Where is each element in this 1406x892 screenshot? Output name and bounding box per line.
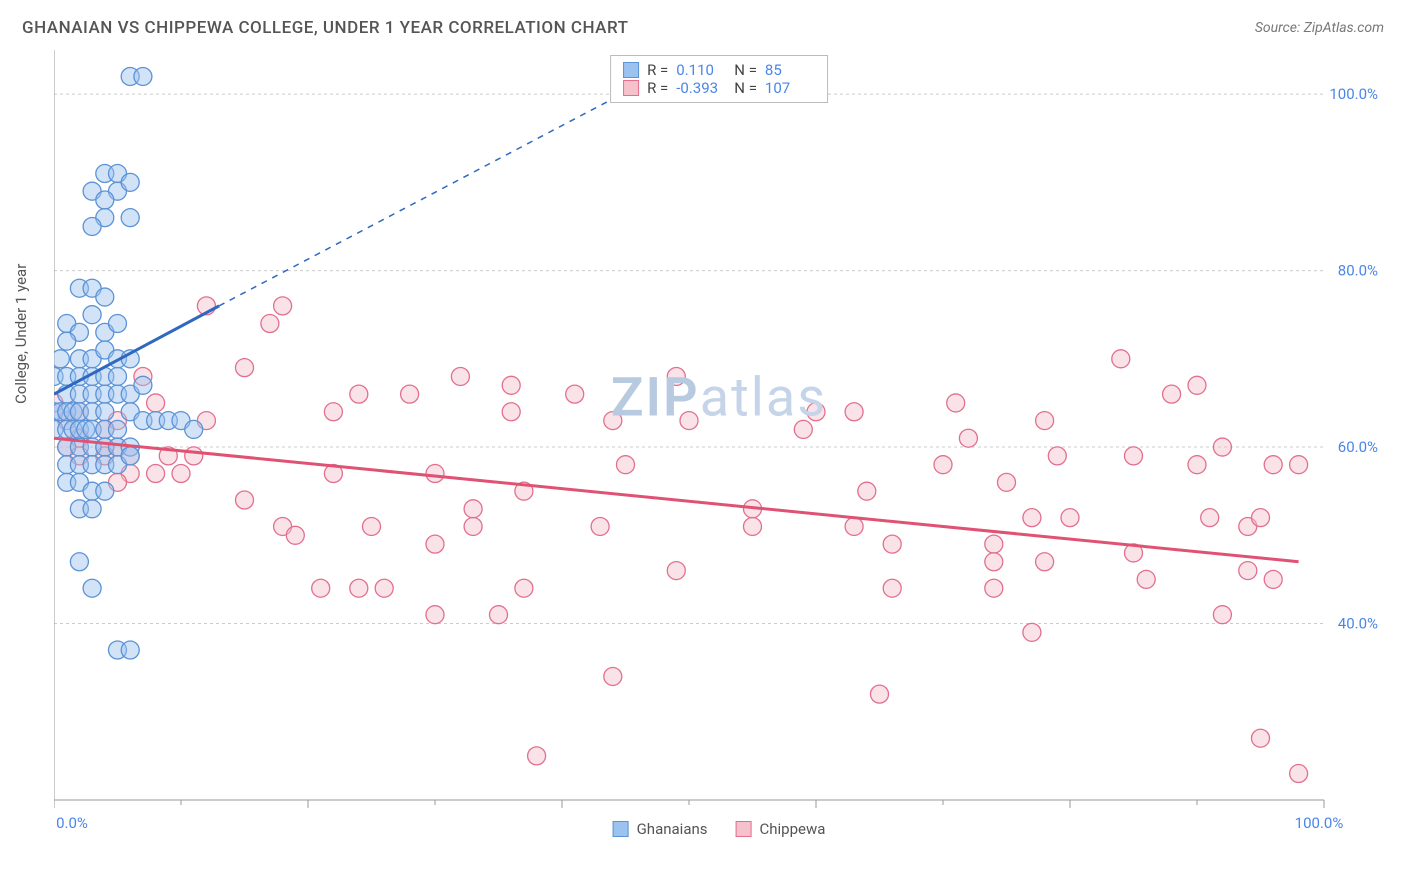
svg-text:40.0%: 40.0% [1338, 615, 1378, 633]
legend-swatch-ghanaians [623, 62, 639, 78]
n-value-ghanaians: 85 [765, 61, 815, 79]
r-value-ghanaians: 0.110 [676, 61, 726, 79]
scatter-plot: R = 0.110 N = 85 R = -0.393 N = 107 ZIPa… [54, 50, 1384, 840]
n-label: N = [734, 61, 757, 79]
legend-row: R = 0.110 N = 85 [623, 61, 815, 79]
n-value-chippewa: 107 [765, 79, 815, 97]
legend-row: R = -0.393 N = 107 [623, 79, 815, 97]
correlation-legend: R = 0.110 N = 85 R = -0.393 N = 107 [610, 55, 828, 103]
legend-swatch-chippewa [736, 821, 752, 837]
svg-text:0.0%: 0.0% [56, 814, 88, 832]
legend-label: Chippewa [760, 820, 826, 838]
chart-svg: 40.0% 60.0% 80.0% 100.0% 0.0% 100.0% [54, 50, 1384, 840]
r-label: R = [647, 79, 668, 97]
svg-text:60.0%: 60.0% [1338, 438, 1378, 456]
n-label: N = [734, 79, 757, 97]
chart-title: GHANAIAN VS CHIPPEWA COLLEGE, UNDER 1 YE… [22, 18, 628, 38]
series-legend: Ghanaians Chippewa [613, 820, 826, 838]
legend-swatch-chippewa [623, 80, 639, 96]
svg-text:100.0%: 100.0% [1295, 814, 1344, 832]
source-label: Source: [1255, 20, 1300, 36]
y-axis-label: College, Under 1 year [12, 264, 30, 404]
source-name: ZipAtlas.com [1304, 20, 1384, 36]
r-value-chippewa: -0.393 [676, 79, 726, 97]
legend-item-ghanaians: Ghanaians [613, 820, 708, 838]
source-attribution: Source: ZipAtlas.com [1255, 20, 1384, 36]
r-label: R = [647, 61, 668, 79]
svg-text:100.0%: 100.0% [1329, 85, 1378, 103]
legend-swatch-ghanaians [613, 821, 629, 837]
svg-text:80.0%: 80.0% [1338, 262, 1378, 280]
legend-label: Ghanaians [637, 820, 708, 838]
chart-container: College, Under 1 year R = 0.110 N = 85 R… [22, 50, 1384, 870]
legend-item-chippewa: Chippewa [736, 820, 826, 838]
